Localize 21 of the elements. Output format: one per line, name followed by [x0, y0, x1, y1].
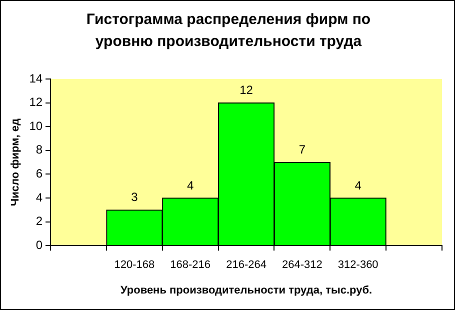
y-tick-label: 12 [29, 95, 43, 110]
data-label: 4 [187, 178, 194, 192]
chart-title: Гистограмма распределения фирм по уровню производительности труда [85, 10, 372, 52]
x-axis-title: Уровень производительности труда, тыс.руб. [120, 284, 372, 296]
x-tick-label: 120-168 [114, 259, 155, 272]
y-tick-label: 10 [29, 118, 43, 133]
x-tick-label: 312-360 [338, 259, 378, 272]
y-axis-title: Число фирм, ед [10, 118, 22, 206]
data-label: 12 [240, 83, 254, 98]
y-tick-label: 4 [36, 190, 43, 204]
data-label: 7 [298, 142, 306, 157]
y-tick-label: 6 [36, 166, 43, 181]
y-tick-label: 0 [36, 238, 43, 252]
y-tick-label: 8 [36, 142, 43, 157]
y-tick-label: 2 [36, 214, 43, 228]
x-tick-label: 216-264 [226, 259, 266, 272]
data-label: 4 [354, 178, 362, 192]
x-tick-label: 168-216 [170, 259, 211, 272]
data-label: 3 [131, 190, 138, 204]
x-tick-label: 264-312 [282, 259, 322, 272]
y-tick-label: 14 [29, 71, 43, 86]
